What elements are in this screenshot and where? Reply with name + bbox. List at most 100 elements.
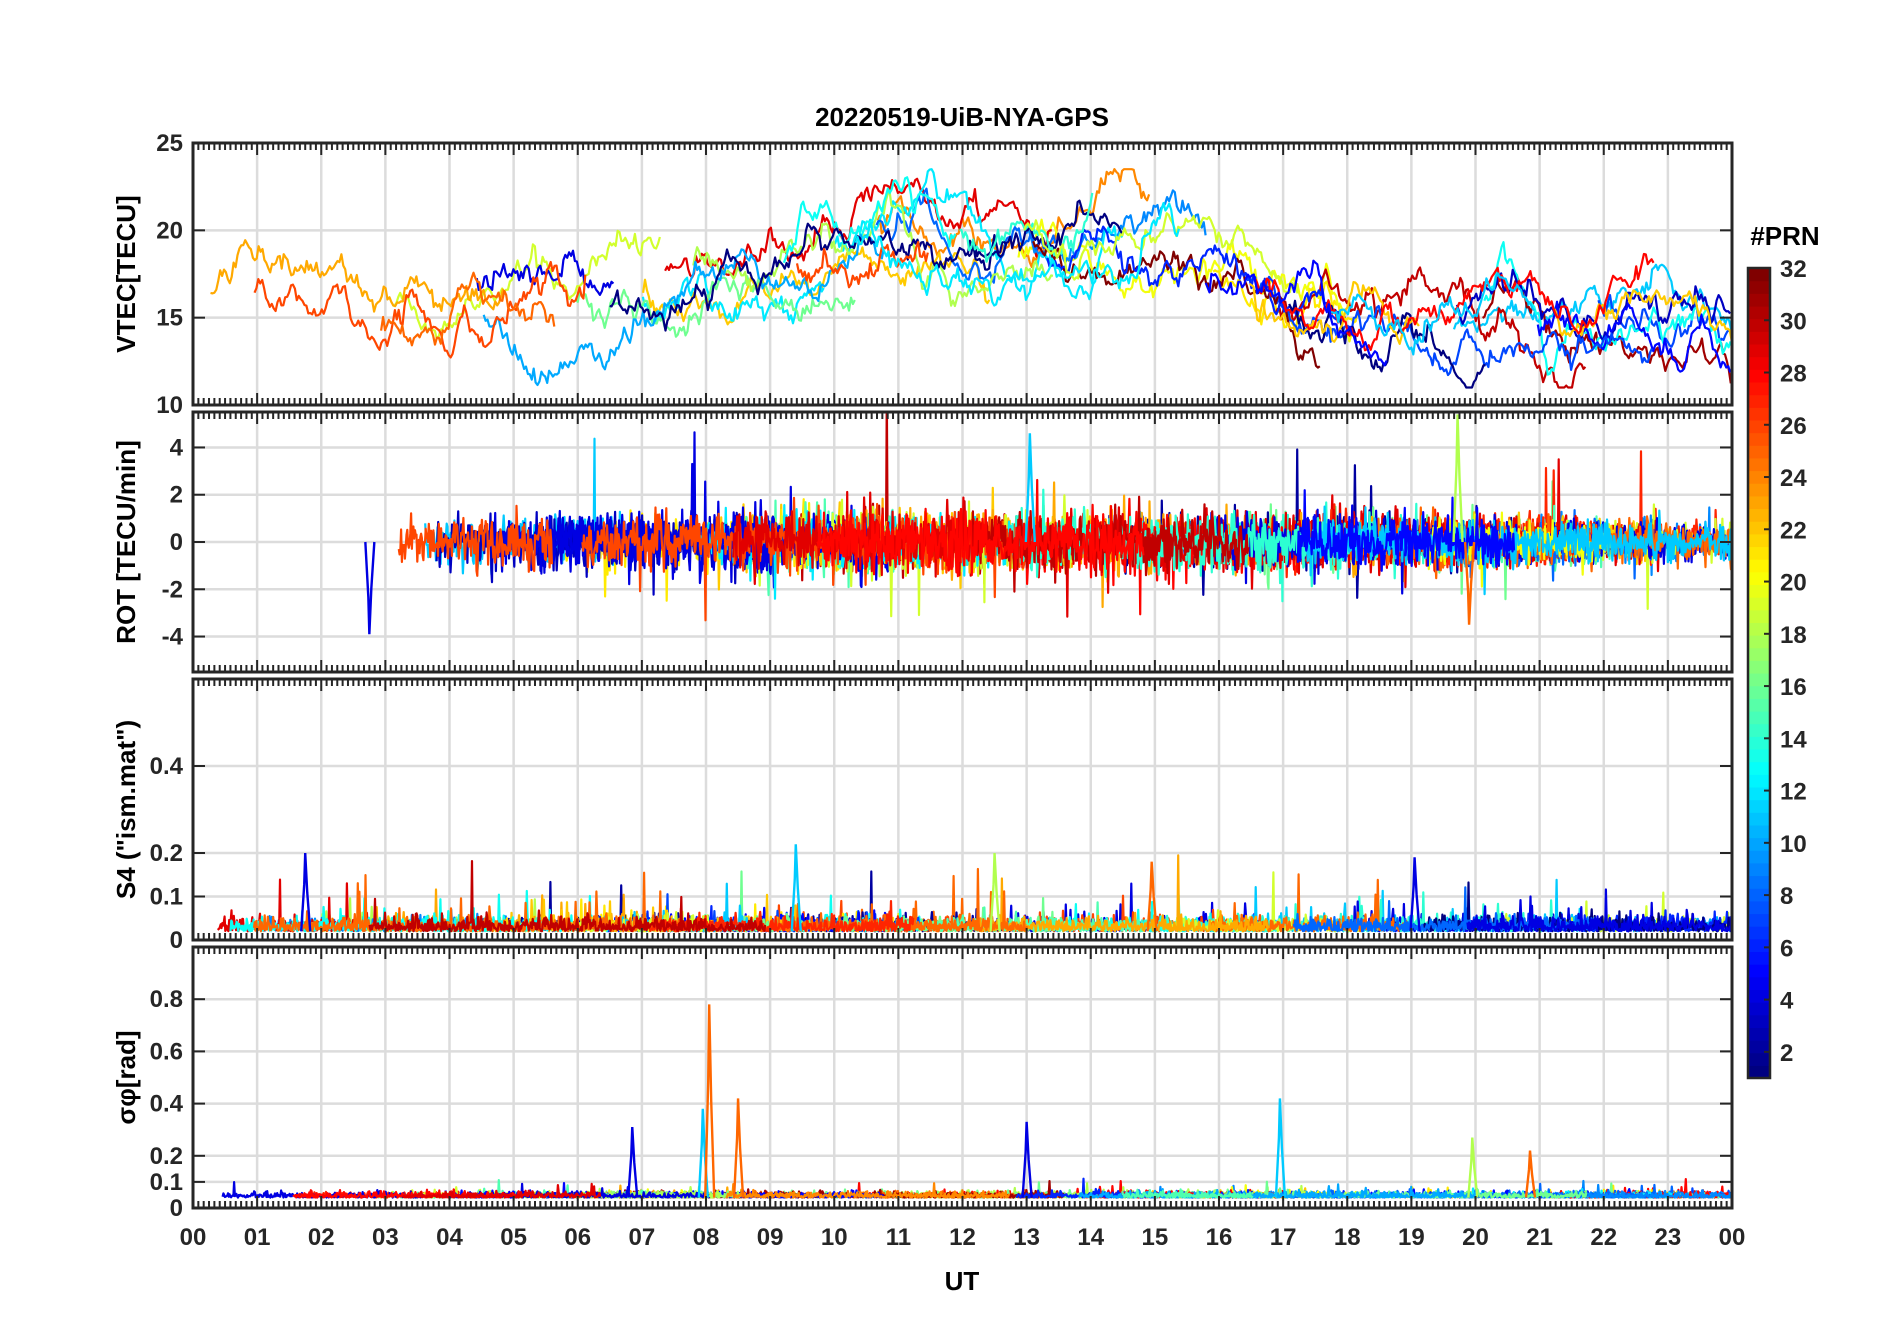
- colorbar-segment: [1748, 318, 1770, 332]
- colorbar-segment: [1748, 736, 1770, 750]
- colorbar-segment: [1748, 761, 1770, 775]
- colorbar-segment: [1748, 331, 1770, 345]
- prn-trace: [575, 275, 856, 338]
- y-tick-label: -4: [162, 624, 184, 651]
- chart-title: 20220519-UiB-NYA-GPS: [815, 102, 1109, 132]
- y-axis-label: S4 ("ism.mat"): [111, 720, 141, 899]
- prn-trace: [1587, 1183, 1732, 1199]
- prn-trace: [692, 189, 1054, 308]
- y-tick-label: 0.4: [150, 1091, 184, 1118]
- peak-mark: [627, 1127, 639, 1198]
- prn-trace: [1466, 888, 1732, 933]
- colorbar-segment: [1748, 774, 1770, 788]
- colorbar-tick-label: 22: [1780, 517, 1807, 544]
- y-tick-label: 0.1: [150, 1169, 183, 1196]
- tick-marks: [192, 412, 1733, 672]
- prn-trace: [1296, 489, 1516, 572]
- peak-mark: [1409, 857, 1421, 932]
- x-tick-label: 02: [308, 1224, 335, 1251]
- colorbar-segment: [1748, 723, 1770, 737]
- colorbar-segment: [1748, 635, 1770, 649]
- x-tick-label: 07: [629, 1224, 656, 1251]
- colorbar-segment: [1748, 710, 1770, 725]
- colorbar-segment: [1748, 546, 1770, 560]
- y-axis-label: ROT [TECU/min]: [111, 440, 141, 644]
- series-group: [364, 412, 1732, 635]
- prn-trace: [876, 168, 1151, 269]
- x-tick-label: 13: [1013, 1224, 1040, 1251]
- colorbar-segment: [1748, 850, 1770, 864]
- colorbar-tick-label: 26: [1780, 413, 1807, 440]
- prn-trace: [930, 901, 1148, 933]
- peak-mark: [1467, 1137, 1479, 1198]
- colorbar-segment: [1748, 268, 1770, 282]
- peak-mark: [989, 852, 1001, 932]
- y-tick-label: 0.1: [150, 884, 183, 911]
- prn-trace: [1121, 1188, 1254, 1199]
- y-tick-label: 0.2: [150, 1143, 183, 1170]
- colorbar-segment: [1748, 875, 1770, 889]
- peak-mark: [1024, 433, 1037, 543]
- colorbar-segment: [1748, 521, 1770, 535]
- colorbar-segment: [1748, 812, 1770, 826]
- x-tick-label: 20: [1462, 1224, 1489, 1251]
- series-group: [216, 844, 1732, 933]
- prn-trace: [816, 478, 1145, 587]
- prn-trace: [401, 1182, 602, 1199]
- colorbar-segment: [1748, 888, 1770, 902]
- prn-trace: [482, 233, 885, 387]
- prn-trace: [854, 202, 1180, 307]
- colorbar-segment: [1748, 457, 1770, 472]
- colorbar-tick-label: 10: [1780, 831, 1807, 858]
- colorbar-segment: [1748, 748, 1770, 763]
- prn-trace: [795, 241, 929, 289]
- colorbar-tick-label: 32: [1780, 256, 1807, 283]
- x-tick-label: 12: [949, 1224, 976, 1251]
- series-group: [221, 1004, 1732, 1199]
- colorbar-tick-label: 2: [1780, 1040, 1793, 1067]
- x-tick-label: 19: [1398, 1224, 1425, 1251]
- colorbar-segment: [1748, 597, 1770, 611]
- colorbar-tick-label: 18: [1780, 622, 1807, 649]
- prn-trace: [253, 260, 587, 359]
- sigma-phi-panel: 00.10.2 0.4 0.6 0.8 σφ[rad] 00 01 02 03 04 05 06 07 0…: [111, 945, 1745, 1251]
- peak-mark: [790, 844, 802, 932]
- x-tick-label: 09: [757, 1224, 784, 1251]
- colorbar-tick-label: 8: [1780, 883, 1793, 910]
- series-group: [210, 168, 1732, 389]
- colorbar-segment: [1748, 495, 1770, 510]
- colorbar-segment: [1748, 837, 1770, 851]
- peak-mark: [1524, 1150, 1537, 1198]
- colorbar-label: #PRN: [1750, 221, 1819, 251]
- prn-trace: [641, 272, 825, 325]
- colorbar-segment: [1748, 280, 1770, 294]
- colorbar-segment: [1748, 976, 1770, 991]
- prn-trace: [1288, 299, 1486, 389]
- x-tick-label: 22: [1590, 1224, 1617, 1251]
- colorbar-segment: [1748, 533, 1770, 548]
- x-tick-label: 08: [693, 1224, 720, 1251]
- x-axis-label: UT: [945, 1266, 980, 1296]
- prn-trace: [1046, 225, 1347, 322]
- colorbar-segment: [1748, 926, 1770, 940]
- colorbar-segment: [1748, 622, 1770, 636]
- rot-panel: -4 -2 0 2 4 ROT [TECU/min]: [111, 410, 1734, 674]
- colorbar-segment: [1748, 559, 1770, 573]
- colorbar-segment: [1748, 1065, 1770, 1079]
- prn-trace: [830, 168, 1124, 301]
- prn-trace: [397, 504, 553, 577]
- colorbar-tick-label: 16: [1780, 674, 1807, 701]
- prn-trace: [782, 176, 957, 264]
- peak-mark: [364, 541, 376, 635]
- colorbar-segment: [1748, 1040, 1770, 1054]
- prn-trace: [1455, 268, 1731, 342]
- colorbar-segment: [1748, 470, 1770, 484]
- y-tick-label: 0: [170, 927, 183, 954]
- colorbar-segment: [1748, 951, 1770, 965]
- colorbar-segment: [1748, 786, 1770, 801]
- colorbar-segment: [1748, 1027, 1770, 1041]
- prn-trace: [475, 249, 615, 296]
- colorbar-segment: [1748, 483, 1770, 497]
- colorbar-segment: [1748, 913, 1770, 927]
